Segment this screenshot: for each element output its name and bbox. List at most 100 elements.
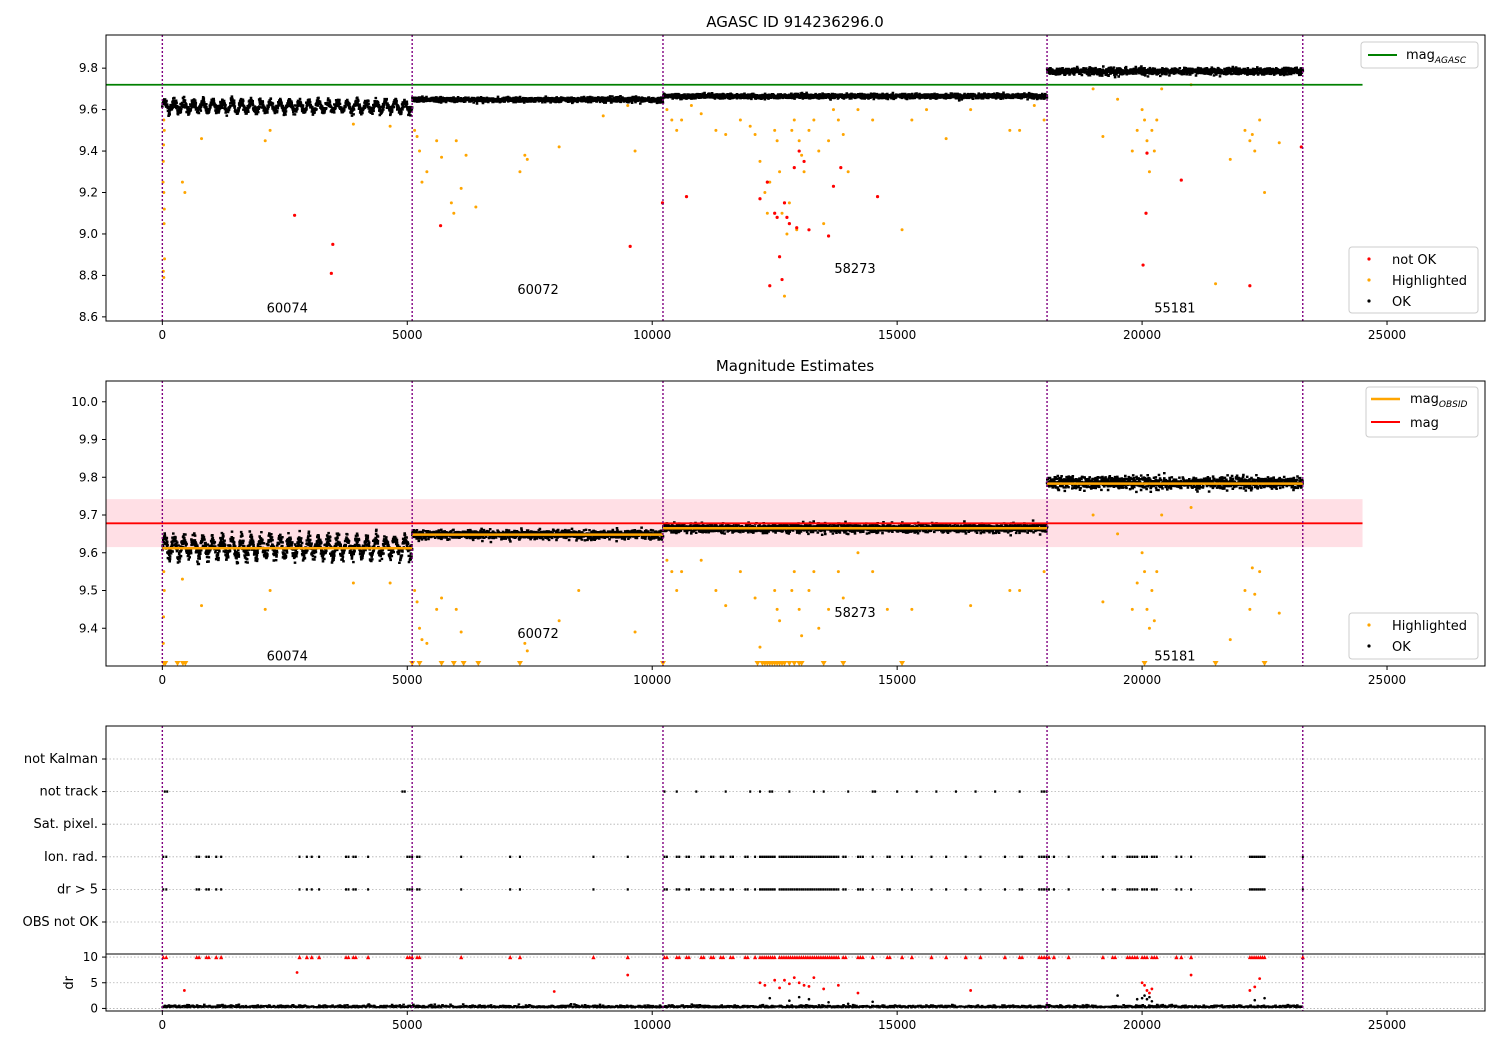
- agasc-xtick-label-0: 0: [159, 328, 167, 342]
- dr-clipped-marker-52-1: [1189, 955, 1194, 960]
- agasc-highlighted-point-69: [822, 222, 826, 226]
- dr-outlier-point-17: [856, 991, 860, 995]
- agasc-highlighted-point-45: [724, 132, 728, 136]
- dr-clipped-marker-27-1: [753, 955, 758, 960]
- panel-magnitude-frame: [105, 380, 1486, 667]
- agasc-highlighted-point-18: [413, 128, 417, 132]
- agasc-xtick-label-1: 5000: [392, 328, 423, 342]
- dr-clipped-marker-45-1: [1100, 955, 1105, 960]
- flag-mark-3-41: [1018, 855, 1024, 858]
- magest-xtick-label-5: 25000: [1368, 673, 1406, 687]
- agasc-highlighted-point-48: [753, 132, 757, 136]
- magest-highlighted-point-23: [633, 630, 637, 634]
- agasc-highlighted-point-82: [1008, 128, 1012, 132]
- agasc-highlighted-point-42: [689, 103, 693, 107]
- agasc-not-ok-point-0: [293, 213, 297, 217]
- magest-obsid-label-3: 55181: [1154, 650, 1195, 665]
- agasc-highlighted-point-66: [807, 128, 811, 132]
- magest-highlighted-point-33: [758, 645, 762, 649]
- agasc-not-ok-point-24: [875, 195, 880, 199]
- dr-clipped-marker-5-1: [297, 955, 302, 960]
- not-ok-legend-marker: [1367, 257, 1371, 261]
- magest-clipped-marker-6: [416, 661, 423, 666]
- magest-xtick-label-3: 15000: [878, 673, 916, 687]
- agasc-obsid-label-3: 55181: [1154, 302, 1195, 317]
- magest-highlighted-point-50: [910, 607, 914, 611]
- agasc-xtick-label-3: 15000: [878, 328, 916, 342]
- magest-clipped-marker-10: [475, 661, 482, 666]
- agasc-highlighted-point-0: [162, 118, 166, 122]
- dr-axis-label: dr: [62, 975, 77, 989]
- agasc-not-ok-point-15: [787, 221, 791, 226]
- dr-clipped-marker-19-1: [664, 955, 669, 960]
- flags-xtick-label-3: 15000: [878, 1018, 916, 1032]
- magest-highlighted-point-53: [1018, 589, 1022, 593]
- agasc-highlighted-point-55: [778, 170, 782, 174]
- agasc-not-ok-point-3: [438, 224, 443, 228]
- magest-highlighted-point-20: [525, 649, 529, 653]
- magest-highlighted-point-67: [1160, 513, 1164, 517]
- magest-clipped-marker-7: [438, 661, 445, 666]
- magest-highlighted-point-27: [680, 570, 684, 574]
- agasc-not-ok-point-17: [795, 226, 799, 230]
- flag-mark-1-21: [1040, 790, 1048, 793]
- magest-highlighted-point-54: [1042, 570, 1046, 574]
- magest-highlighted-point-49: [885, 607, 889, 611]
- magest-highlighted-point-38: [792, 570, 796, 574]
- agasc-highlighted-point-90: [1135, 128, 1139, 132]
- dr-outlier-point-10: [792, 976, 796, 980]
- agasc-highlighted-point-50: [763, 191, 767, 195]
- agasc-highlighted-point-38: [665, 108, 669, 112]
- magest-clipped-marker-32: [1212, 661, 1219, 666]
- agasc-highlighted-point-59: [787, 201, 791, 205]
- flags-xtick-label-0: 0: [159, 1018, 167, 1032]
- magest-highlighted-point-1: [162, 589, 166, 593]
- agasc-highlighted-point-34: [557, 145, 561, 149]
- agasc-not-ok-point-18: [797, 149, 801, 153]
- dr-scatter-point-5: [846, 1002, 850, 1006]
- magest-highlighted-point-65: [1152, 619, 1156, 623]
- dr-clipped-marker-44-1: [1066, 955, 1071, 960]
- agasc-not-ok-point-6: [684, 195, 689, 199]
- dr-clipped-marker-11-1: [366, 955, 371, 960]
- magest-highlighted-point-40: [800, 634, 804, 638]
- magest-highlighted-point-52: [1008, 589, 1012, 593]
- flag-mark-4-20: [675, 888, 681, 891]
- magest-highlighted-point-55: [1091, 513, 1095, 517]
- dr-clipped-marker-37-1: [944, 955, 949, 960]
- panel-flags: not Kalman not track Sat. pixel. Ion. rad. d…: [23, 725, 1486, 1032]
- flag-label-2: Sat. pixel.: [34, 817, 98, 832]
- magest-highlighted-point-64: [1150, 589, 1154, 593]
- dr-clipped-marker-0-1: [164, 955, 169, 960]
- magest-highlighted-point-13: [420, 638, 424, 642]
- dr-outlier-point-8: [783, 978, 786, 982]
- dr-clipped-marker-46-1: [1113, 955, 1118, 960]
- dr-clipped-marker-26-1: [745, 955, 750, 960]
- magest-highlighted-point-10: [413, 589, 417, 593]
- flag-mark-4-48: [1141, 888, 1148, 891]
- mag-obsid-legend-label: magOBSID: [1410, 392, 1468, 410]
- highlighted-legend-marker: [1367, 278, 1371, 282]
- agasc-highlighted-point-105: [1253, 149, 1257, 153]
- magest-highlighted-point-70: [1243, 589, 1247, 593]
- flag-mark-4-19: [663, 888, 668, 891]
- agasc-highlighted-point-83: [1018, 128, 1022, 132]
- agasc-not-ok-point-21: [826, 234, 831, 238]
- flags-xtick-label-5: 25000: [1368, 1018, 1406, 1032]
- agasc-not-ok-point-25: [780, 277, 784, 282]
- magest-clipped-marker-11: [516, 661, 523, 666]
- agasc-not-ok-point-23: [839, 166, 843, 170]
- dr-clipped-marker-3-1: [214, 955, 219, 960]
- magest-highlighted-point-35: [775, 607, 779, 611]
- magest-highlighted-point-12: [418, 626, 422, 630]
- magest-highlighted-point-60: [1140, 551, 1144, 555]
- magest-highlighted-point-68: [1189, 505, 1193, 509]
- agasc-highlighted-point-96: [1152, 149, 1156, 153]
- dr-outlier-point-2: [552, 990, 556, 993]
- dr-clipped-marker-50-1: [1174, 955, 1179, 960]
- dr-outlier-point-3: [626, 973, 630, 977]
- magest-ytick-label-3: 9.7: [79, 508, 98, 522]
- magest-highlighted-point-24: [665, 558, 669, 562]
- agasc-not-ok-point-29: [1179, 178, 1183, 182]
- agasc-ytick-label-5: 9.6: [79, 103, 98, 117]
